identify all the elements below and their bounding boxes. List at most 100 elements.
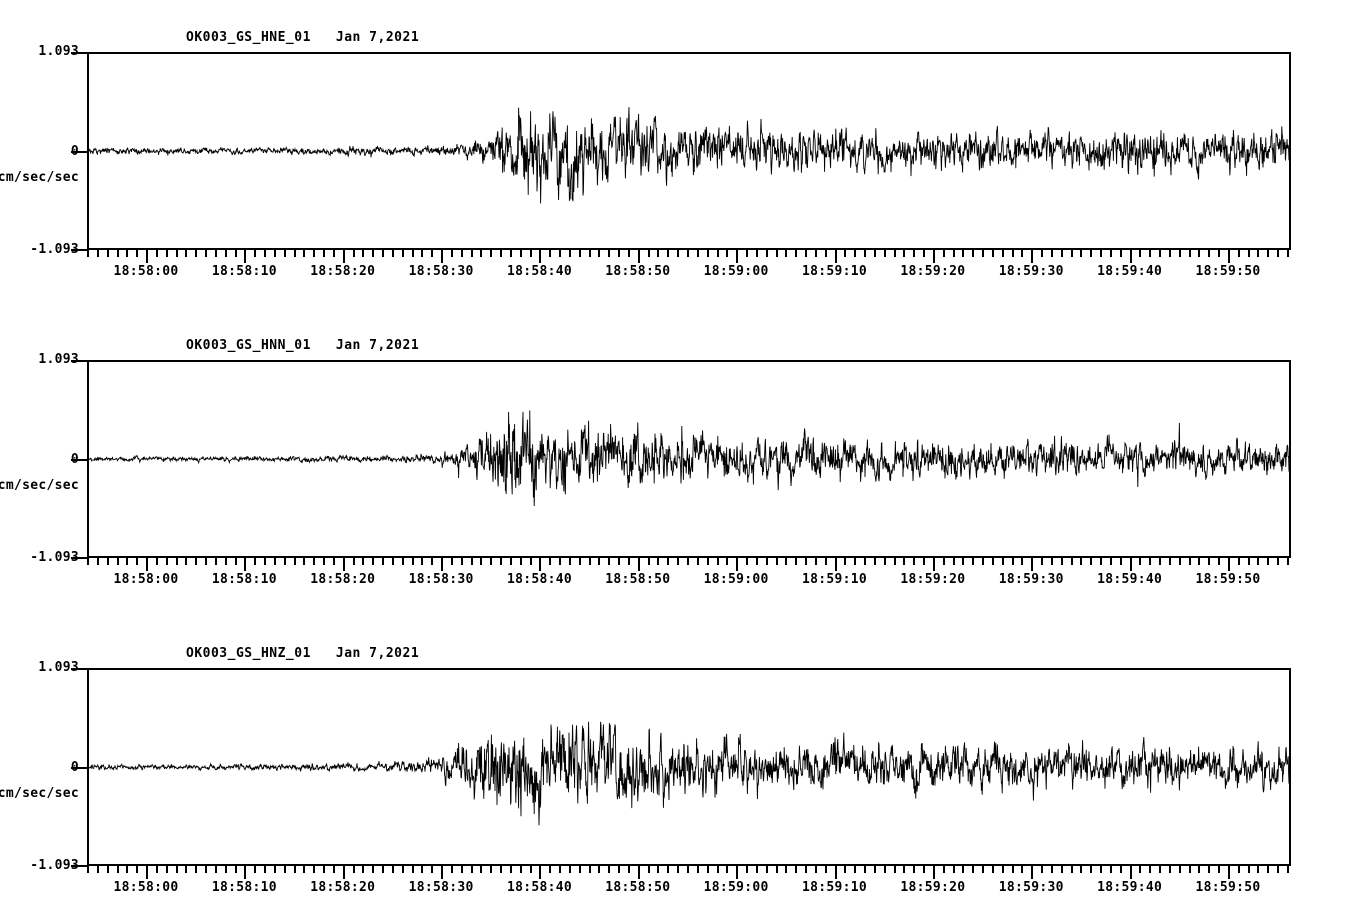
x-tick-minor [588, 250, 591, 257]
x-axis-tick-label: 18:58:20 [310, 880, 376, 895]
x-tick-minor [1041, 866, 1044, 873]
x-tick-minor [224, 558, 227, 565]
x-tick-minor [1159, 250, 1162, 257]
x-tick-minor [608, 558, 611, 565]
x-tick-minor [568, 558, 571, 565]
x-tick-minor [421, 866, 424, 873]
y-tick-min-hne [71, 249, 87, 251]
x-tick-minor [1149, 866, 1152, 873]
x-tick-minor [391, 250, 394, 257]
x-axis-tick-label: 18:59:50 [1195, 264, 1261, 279]
x-tick-minor [205, 250, 208, 257]
x-tick-minor [411, 250, 414, 257]
x-tick-minor [372, 866, 375, 873]
x-axis-labels-hnz: 18:58:00 18:58:10 18:58:20 18:58:30 18:58:40… [0, 880, 1358, 898]
x-tick-minor [1100, 558, 1103, 565]
x-tick-minor [362, 866, 365, 873]
x-tick-minor [1090, 866, 1093, 873]
x-tick-minor [618, 866, 621, 873]
x-tick-minor [165, 866, 168, 873]
x-tick-minor [87, 558, 89, 565]
x-tick-major [637, 250, 640, 263]
x-tick-minor [696, 250, 699, 257]
x-tick-minor [313, 558, 316, 565]
x-tick-major [244, 866, 247, 879]
x-tick-minor [470, 866, 473, 873]
x-tick-minor [460, 866, 463, 873]
x-tick-minor [106, 250, 109, 257]
x-tick-minor [677, 866, 680, 873]
x-tick-minor [1149, 250, 1152, 257]
x-tick-minor [1109, 866, 1112, 873]
x-tick-minor [1218, 250, 1221, 257]
x-tick-minor [1257, 558, 1260, 565]
x-tick-minor [608, 250, 611, 257]
x-tick-minor [1198, 866, 1201, 873]
x-tick-minor [1021, 866, 1024, 873]
x-tick-minor [765, 558, 768, 565]
x-tick-minor [490, 250, 493, 257]
x-tick-minor [382, 866, 385, 873]
x-tick-minor [1287, 558, 1289, 565]
x-tick-minor [627, 866, 630, 873]
y-axis-max-label-hnn: 1.093 [38, 352, 79, 367]
x-tick-minor [1267, 558, 1270, 565]
x-tick-minor [372, 558, 375, 565]
x-tick-major [244, 250, 247, 263]
x-tick-minor [303, 558, 306, 565]
x-tick-minor [854, 250, 857, 257]
x-tick-minor [952, 558, 955, 565]
x-tick-minor [1139, 558, 1142, 565]
x-tick-minor [1011, 558, 1014, 565]
x-tick-minor [883, 250, 886, 257]
x-tick-minor [254, 250, 257, 257]
x-tick-minor [647, 250, 650, 257]
x-tick-minor [323, 866, 326, 873]
x-tick-minor [647, 558, 650, 565]
x-tick-minor [814, 558, 817, 565]
x-axis-tick-label: 18:58:00 [113, 572, 179, 587]
x-tick-minor [352, 866, 355, 873]
x-tick-major [1227, 558, 1230, 571]
x-tick-minor [864, 866, 867, 873]
y-axis-max-label-hnz: 1.093 [38, 660, 79, 675]
x-tick-minor [578, 250, 581, 257]
x-tick-minor [116, 866, 119, 873]
y-tick-max-hne [71, 52, 87, 54]
x-tick-minor [1267, 866, 1270, 873]
x-tick-minor [460, 250, 463, 257]
x-tick-major [146, 558, 149, 571]
x-tick-minor [214, 250, 217, 257]
x-tick-minor [1070, 558, 1073, 565]
x-tick-minor [1188, 250, 1191, 257]
x-tick-minor [1198, 250, 1201, 257]
x-tick-minor [805, 558, 808, 565]
x-tick-minor [716, 558, 719, 565]
x-tick-minor [1001, 558, 1004, 565]
x-tick-minor [1050, 558, 1053, 565]
x-tick-minor [126, 558, 129, 565]
x-tick-minor [677, 558, 680, 565]
x-tick-minor [824, 558, 827, 565]
x-axis-tick-label: 18:59:40 [1097, 572, 1163, 587]
x-tick-major [637, 558, 640, 571]
x-tick-minor [234, 558, 237, 565]
x-tick-minor [165, 558, 168, 565]
x-tick-minor [1001, 866, 1004, 873]
x-tick-minor [254, 866, 257, 873]
x-tick-minor [923, 866, 926, 873]
x-tick-minor [962, 250, 965, 257]
x-tick-minor [431, 558, 434, 565]
x-tick-minor [923, 558, 926, 565]
x-tick-minor [805, 866, 808, 873]
x-axis-tick-label: 18:58:40 [506, 572, 572, 587]
x-tick-minor [500, 558, 503, 565]
x-tick-minor [765, 250, 768, 257]
x-axis-ticks-hnn [87, 558, 1291, 571]
x-tick-minor [490, 866, 493, 873]
x-tick-minor [1001, 250, 1004, 257]
x-tick-minor [1100, 250, 1103, 257]
x-tick-minor [1208, 250, 1211, 257]
x-tick-minor [391, 558, 394, 565]
y-tick-min-hnn [71, 557, 87, 559]
